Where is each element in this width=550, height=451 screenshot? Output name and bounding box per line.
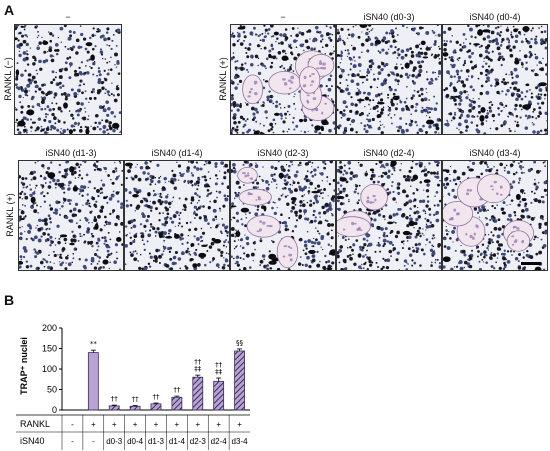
y-tick-label: 100	[42, 364, 57, 374]
col-label-r1-1: −	[65, 12, 71, 22]
table-cell: +	[216, 420, 221, 429]
micrograph-d0-4	[442, 24, 548, 135]
col-label-r2-4: iSN40 (d2-4)	[363, 148, 415, 158]
micrograph-d2-3	[230, 160, 336, 271]
col-label-r1-4: iSN40 (d0-4)	[469, 12, 521, 22]
micrograph-d1-4	[124, 160, 230, 271]
table-cell: +	[237, 420, 242, 429]
significance-marker: **	[90, 340, 98, 348]
bar	[150, 403, 162, 411]
micrograph-rankl-plus-control	[230, 24, 336, 135]
micrograph-d2-4	[336, 160, 442, 271]
col-label-r2-1: iSN40 (d1-3)	[45, 148, 97, 158]
micrograph-d1-3	[18, 160, 124, 271]
bar	[192, 376, 204, 411]
significance-marker: ††	[215, 361, 223, 369]
panel-b-label: B	[4, 292, 15, 308]
col-label-r1-3: iSN40 (d0-3)	[363, 12, 415, 22]
table-row-label: iSN40	[20, 436, 45, 446]
row-label-rankl-plus-2: RANKL (+)	[5, 193, 15, 237]
micrograph-rankl-minus	[14, 24, 122, 135]
row-label-rankl-minus: RANKL (−)	[3, 57, 13, 101]
table-cell: +	[175, 420, 180, 429]
table-cell: -	[71, 420, 74, 429]
table-cell: d0-3	[106, 437, 123, 446]
row-label-rankl-plus-1: RANKL (+)	[218, 57, 228, 101]
bar	[234, 350, 245, 411]
table-cell: -	[71, 437, 74, 446]
table-row-label: RANKL	[20, 419, 50, 429]
table-cell: +	[112, 420, 117, 429]
significance-marker: ‡‡	[215, 368, 223, 376]
col-label-r1-2: −	[280, 12, 286, 22]
bar	[213, 380, 225, 411]
bar	[129, 405, 141, 411]
col-label-r2-3: iSN40 (d2-3)	[257, 148, 309, 158]
table-cell: -	[92, 437, 95, 446]
significance-marker: §§	[236, 339, 244, 347]
panel-a-label: A	[4, 2, 15, 18]
table-cell: d2-4	[211, 437, 228, 446]
col-label-r2-5: iSN40 (d3-4)	[469, 148, 521, 158]
table-cell: d3-4	[232, 437, 249, 446]
table-cell: +	[195, 420, 200, 429]
bar	[108, 405, 120, 411]
y-tick-label: 50	[47, 385, 57, 395]
significance-marker: ‡‡	[194, 365, 202, 373]
y-axis-label: TRAP⁺ nuclei	[19, 337, 29, 395]
table-cell: d1-3	[148, 437, 165, 446]
significance-marker: ††	[173, 386, 181, 394]
significance-marker: ††	[153, 393, 161, 401]
table-cell: d1-4	[169, 437, 186, 446]
bar	[171, 396, 183, 411]
y-tick-label: 200	[42, 323, 57, 333]
micrograph-d3-4	[442, 160, 548, 271]
y-tick-label: 0	[52, 405, 57, 415]
significance-marker: ††	[111, 395, 119, 403]
table-cell: +	[91, 420, 96, 429]
bar	[87, 352, 99, 411]
col-label-r2-2: iSN40 (d1-4)	[151, 148, 203, 158]
table-cell: +	[133, 420, 138, 429]
significance-marker: ††	[132, 395, 140, 403]
micrograph-d0-3	[336, 24, 442, 135]
table-cell: d2-3	[190, 437, 207, 446]
significance-marker: ††	[194, 358, 202, 366]
table-cell: +	[154, 420, 159, 429]
table-cell: d0-4	[127, 437, 144, 446]
scale-bar	[521, 262, 541, 265]
y-tick-label: 150	[42, 344, 57, 354]
